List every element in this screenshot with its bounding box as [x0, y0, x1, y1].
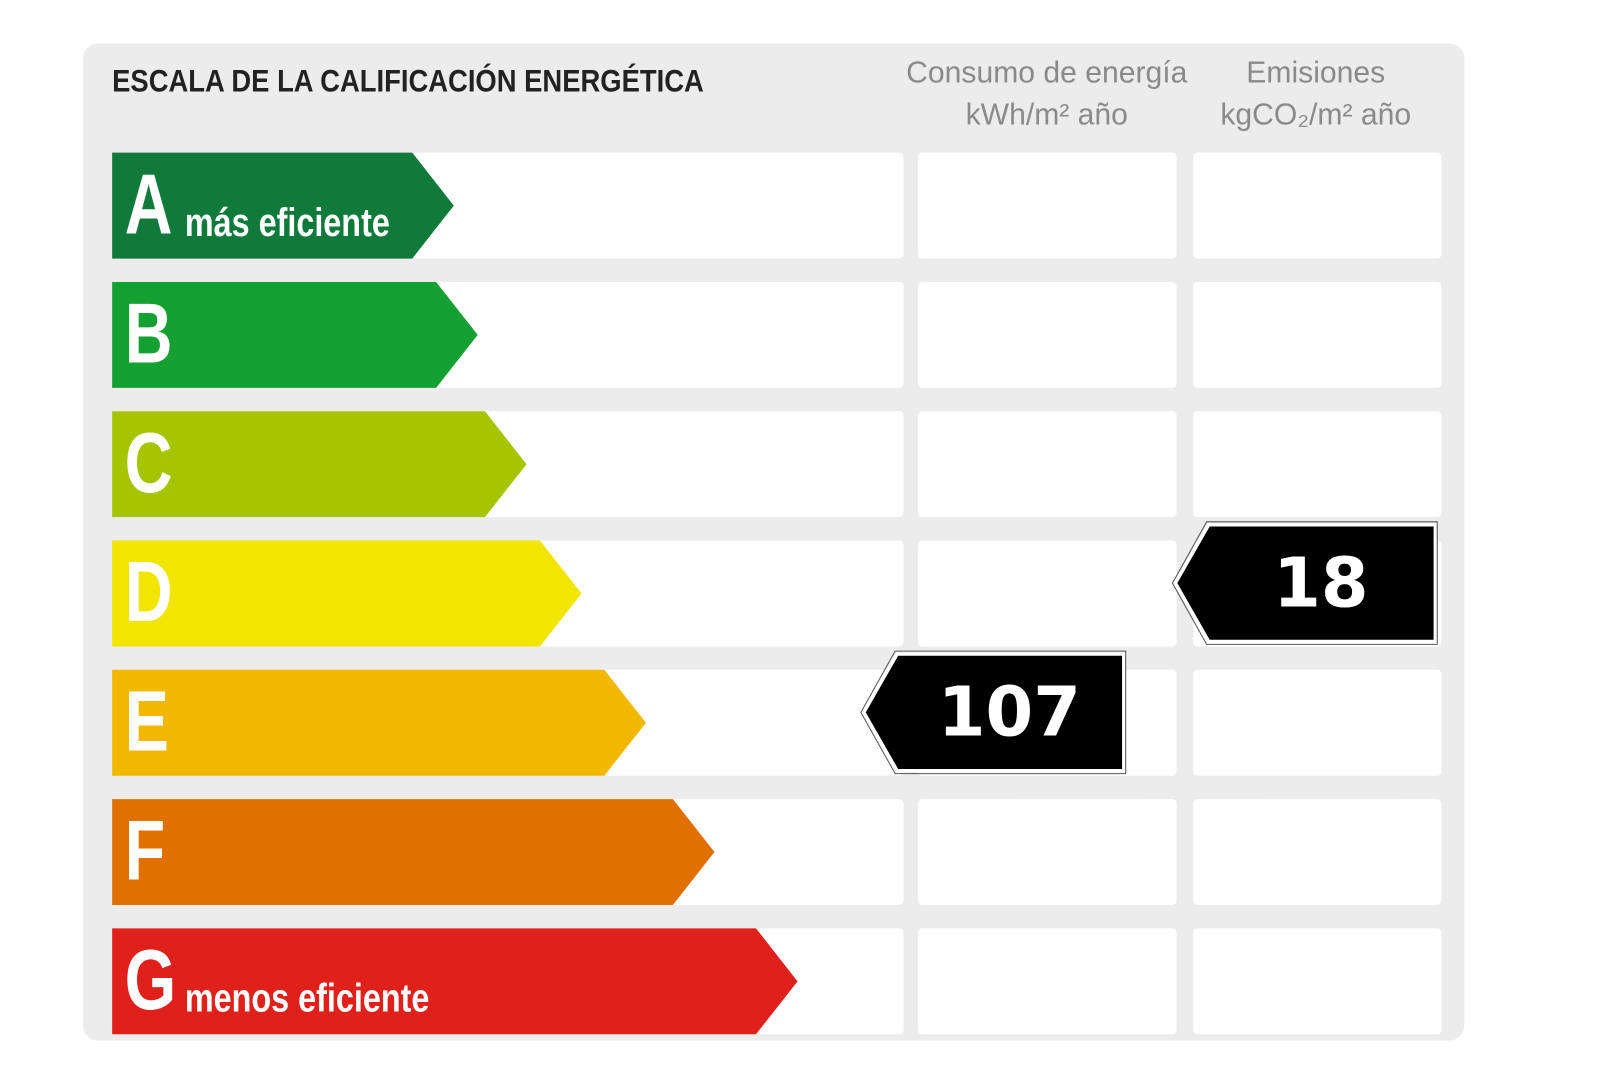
value-cell	[1193, 669, 1442, 776]
value-cell	[918, 799, 1177, 906]
rating-arrow	[112, 799, 715, 906]
column-header: Emisiones	[1246, 57, 1385, 90]
rating-label: más eficiente	[185, 200, 390, 245]
rating-label: menos eficiente	[185, 975, 430, 1020]
column-unit: kgCO₂/m² año	[1220, 98, 1411, 131]
rating-arrow	[112, 281, 478, 388]
rating-arrow	[112, 540, 582, 647]
value-cell	[918, 411, 1177, 518]
rating-badge	[1173, 523, 1437, 643]
rating-letter: E	[125, 675, 169, 770]
rating-arrow	[112, 669, 646, 776]
rating-letter: G	[125, 933, 177, 1028]
value-cell	[1193, 411, 1442, 518]
title: ESCALA DE LA CALIFICACIÓN ENERGÉTICA	[112, 63, 704, 99]
rating-value: 18	[1273, 543, 1368, 623]
value-cell	[918, 281, 1177, 388]
rating-arrow	[112, 928, 798, 1035]
value-cell	[918, 928, 1177, 1035]
column-unit: kWh/m² año	[966, 98, 1128, 131]
value-cell	[1193, 799, 1442, 906]
rating-letter: C	[125, 416, 173, 511]
value-cell	[1193, 152, 1442, 259]
rating-arrow	[112, 411, 527, 518]
rating-badge-outline	[860, 650, 1127, 775]
rating-badge-outline	[1171, 521, 1438, 645]
rating-letter: F	[125, 804, 166, 899]
value-cell	[1193, 281, 1442, 388]
value-cell	[918, 540, 1177, 647]
rating-arrow	[112, 152, 454, 259]
rating-letter: A	[125, 157, 173, 252]
value-cell	[1193, 928, 1442, 1035]
value-cell	[918, 152, 1177, 259]
rating-letter: D	[125, 545, 173, 640]
rating-letter: B	[125, 287, 173, 382]
column-header: Consumo de energía	[906, 57, 1187, 90]
rating-badge	[862, 652, 1126, 773]
rating-value: 107	[938, 673, 1081, 753]
